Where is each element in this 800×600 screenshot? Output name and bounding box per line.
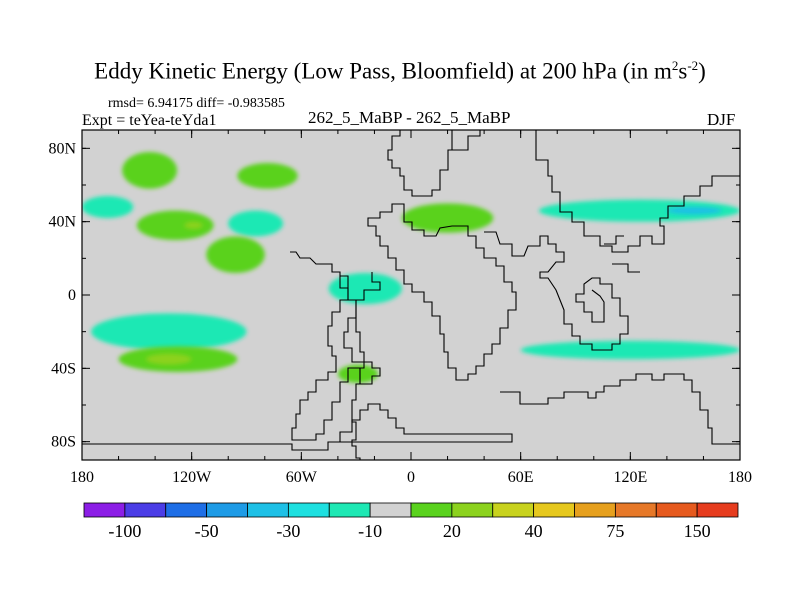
x-tick-labels: 180 120W 60W 0 60E 120E 180	[70, 469, 752, 486]
contour-region-1	[237, 163, 298, 189]
colorbar	[83, 502, 739, 518]
colorbar-box-3	[206, 502, 248, 518]
x-tick-label-2: 60W	[286, 469, 318, 486]
colorbar-box-7	[369, 502, 412, 518]
contour-region-0	[122, 152, 178, 189]
colorbar-label-2: -30	[276, 521, 300, 541]
contour-region-14	[666, 207, 722, 215]
colorbar-label-1: -50	[195, 521, 219, 541]
x-tick-label-1: 120W	[172, 469, 212, 486]
coastline-antarctica	[82, 403, 513, 451]
colorbar-label-7: 150	[684, 521, 711, 541]
contour-region-6	[206, 236, 265, 273]
plot-background	[82, 130, 740, 460]
coastline-north-america	[290, 251, 365, 460]
colorbar-box-1	[124, 502, 167, 518]
contour-region-15	[520, 340, 740, 360]
coastline-south-america	[291, 272, 381, 441]
coastline-layer	[82, 130, 740, 460]
colorbar-box-14	[655, 502, 698, 518]
contour-region-4	[184, 221, 203, 229]
colorbar-box-13	[614, 502, 657, 518]
contour-region-9	[145, 353, 192, 365]
contour-region-2	[82, 196, 134, 218]
experiment-label: Expt = teYea-teYda1	[82, 112, 217, 129]
coastline-asia-east	[604, 235, 640, 273]
contour-region-13	[538, 199, 740, 222]
y-tick-label-1: 40N	[48, 214, 76, 231]
coastline-asia-south	[484, 231, 629, 351]
x-tick-label-0: 180	[70, 469, 94, 486]
coastline-greenland	[387, 130, 453, 197]
y-tick-label-4: 80S	[51, 434, 76, 451]
runs-label: 262_5_MaBP - 262_5_MaBP	[308, 108, 511, 127]
colorbar-labels: -100 -50 -30 -10 20 40 75 150	[108, 521, 710, 541]
stats-label: rmsd= 6.94175 diff= -0.983585	[108, 96, 285, 111]
axis-ticks	[81, 130, 741, 460]
coastline-africa	[367, 203, 517, 381]
season-label: DJF	[707, 110, 736, 129]
contour-region-12	[401, 203, 494, 233]
colorbar-box-9	[451, 502, 494, 518]
y-tick-label-0: 80N	[48, 140, 76, 157]
colorbar-box-6	[328, 502, 371, 518]
contour-region-10	[328, 273, 402, 305]
chart-title: Eddy Kinetic Energy (Low Pass, Bloomfiel…	[94, 58, 706, 84]
x-tick-label-3: 0	[407, 469, 415, 486]
colorbar-label-6: 75	[606, 521, 624, 541]
colorbar-box-2	[165, 502, 208, 518]
colorbar-label-0: -100	[108, 521, 141, 541]
x-tick-label-4: 60E	[508, 469, 534, 486]
coastline-australia	[500, 373, 740, 445]
y-tick-label-3: 40S	[51, 360, 76, 377]
colorbar-label-5: 40	[525, 521, 543, 541]
colorbar-box-15	[696, 502, 739, 518]
coastline-eurasia	[452, 130, 740, 253]
x-tick-label-6: 180	[728, 469, 752, 486]
y-tick-labels: 80N 40N 0 40S 80S	[48, 140, 76, 450]
colorbar-box-11	[533, 502, 575, 518]
colorbar-box-5	[287, 502, 330, 518]
colorbar-box-10	[492, 502, 535, 518]
colorbar-box-12	[574, 502, 616, 518]
colorbar-label-3: -10	[358, 521, 382, 541]
colorbar-label-4: 20	[443, 521, 461, 541]
colorbar-box-4	[247, 502, 289, 518]
colorbar-box-0	[83, 502, 126, 518]
colorbar-box-8	[410, 502, 453, 518]
contour-region-5	[228, 210, 284, 237]
contour-region-3	[136, 210, 214, 240]
y-tick-label-2: 0	[68, 287, 76, 304]
contour-region-7	[91, 313, 247, 350]
x-tick-label-5: 120E	[613, 469, 647, 486]
